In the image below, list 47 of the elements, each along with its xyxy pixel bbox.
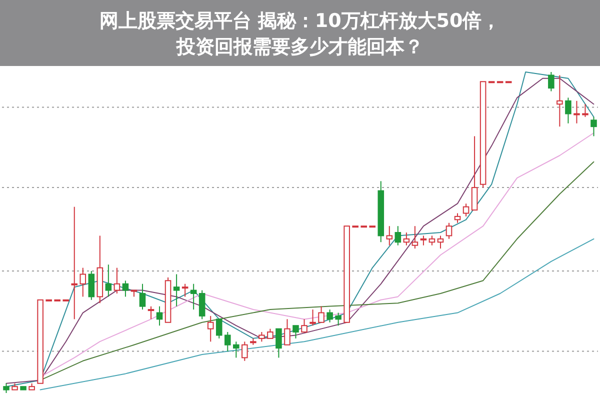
candlestick [156, 306, 163, 326]
candlestick [242, 341, 248, 362]
candlestick [148, 306, 154, 320]
chart-title: 网上股票交易平台 揭秘：10万杠杆放大50倍，投资回报需要多少才能回本？ [99, 10, 501, 58]
candlestick [292, 325, 299, 339]
candlestick [582, 104, 588, 118]
candlestick [403, 232, 410, 246]
candlestick [556, 74, 563, 128]
candlestick [454, 212, 461, 224]
candlestick [574, 100, 580, 124]
candlestick [548, 72, 554, 92]
candlestick [326, 309, 333, 323]
candlestick [114, 267, 120, 294]
candlestick [71, 206, 78, 320]
candlestick [88, 270, 95, 300]
candlestick [190, 283, 197, 310]
candlestick [565, 97, 572, 124]
candlestick [428, 235, 436, 246]
candlestick [122, 280, 129, 298]
candlestick [335, 312, 342, 326]
candlestick [462, 203, 470, 217]
candlestick [437, 235, 444, 250]
candlestick [590, 116, 597, 137]
candlestick [276, 328, 282, 358]
candlestick [310, 309, 316, 326]
candlestick [224, 332, 231, 352]
candlestick [386, 226, 393, 246]
candlestick [412, 226, 418, 250]
candlestick [173, 274, 180, 307]
candlestick [318, 306, 324, 323]
candlestick [198, 290, 206, 320]
candlestick [301, 318, 308, 333]
candlestick [284, 318, 290, 346]
candlestick [105, 264, 112, 298]
candlestick [3, 382, 10, 394]
candlestick [216, 318, 222, 339]
candlestick [471, 136, 478, 211]
candlestick [207, 315, 214, 342]
candlestick [139, 283, 146, 310]
candlestick [420, 235, 427, 246]
candlestick [182, 283, 188, 298]
candlestick [258, 332, 265, 342]
candlestick [446, 222, 452, 240]
candlestick [267, 328, 274, 339]
candlestick [233, 341, 240, 358]
candlestick [394, 226, 402, 246]
candlestick [80, 267, 86, 298]
